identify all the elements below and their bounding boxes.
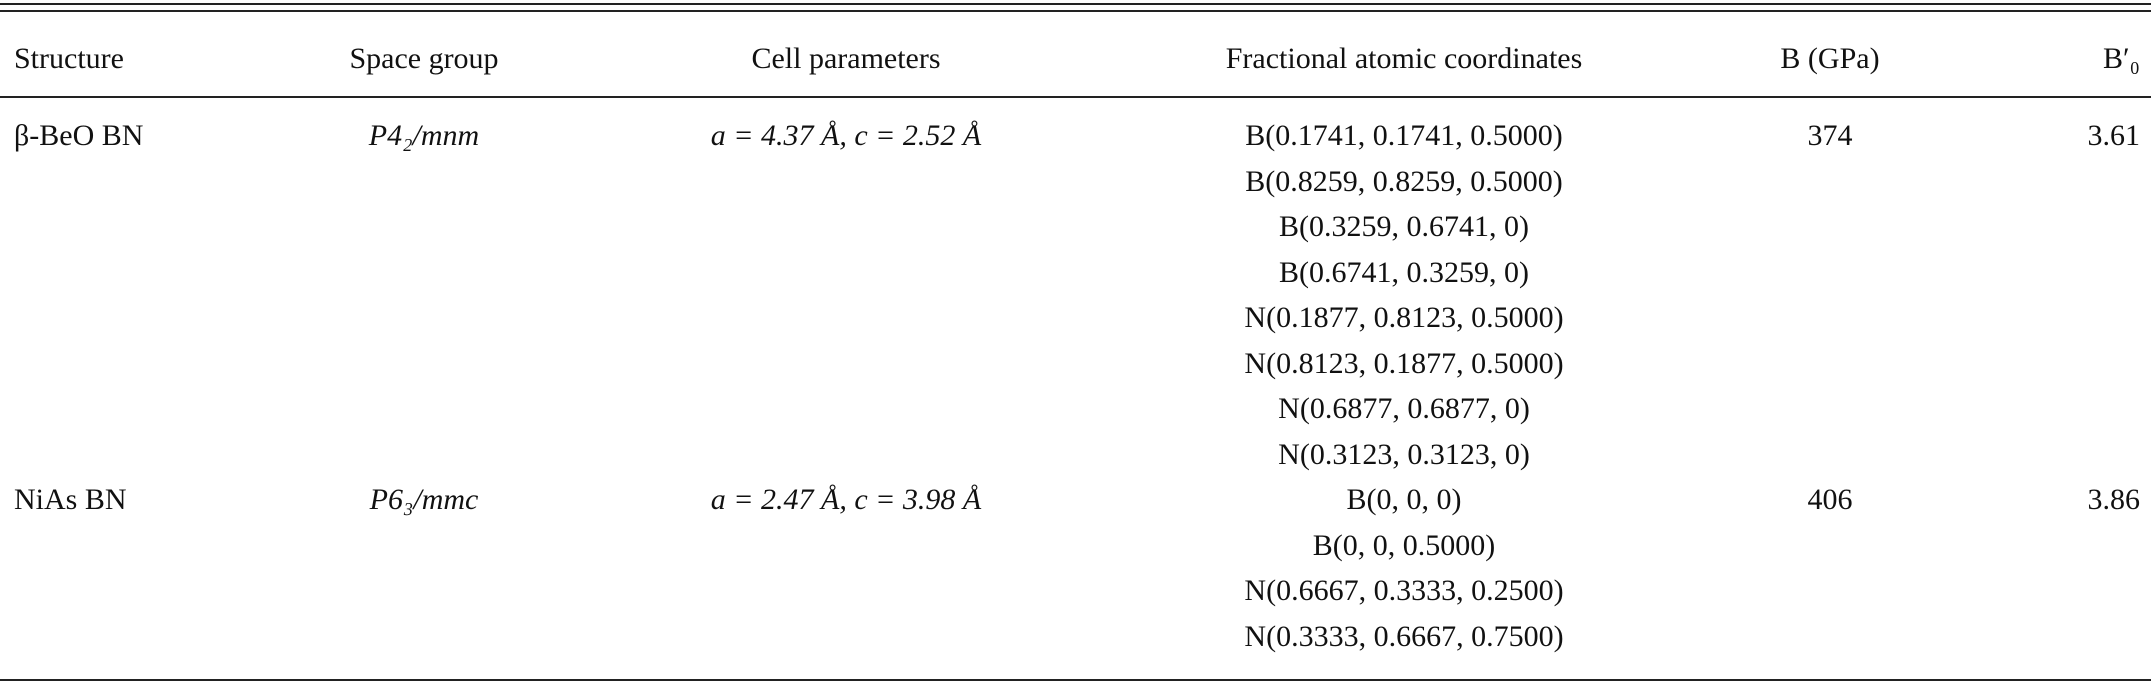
cell-parameters: a = 2.47 Å, c = 3.98 Å: [710, 483, 982, 516]
bulk-modulus: 374: [1807, 119, 1853, 152]
bottom-rule: [0, 679, 2151, 681]
cell-parameters: a = 4.37 Å, c = 2.52 Å: [710, 119, 982, 152]
top-rule: [0, 10, 2151, 12]
column-header: Space group: [349, 42, 499, 75]
atomic-coordinate: B(0.6741, 0.3259, 0): [1279, 255, 1529, 289]
atomic-coordinate: N(0.6877, 0.6877, 0): [1278, 392, 1530, 425]
column-header: B (GPa): [1780, 42, 1880, 75]
structure-name: NiAs BN: [14, 483, 127, 516]
column-header: Fractional atomic coordinates: [1225, 42, 1583, 75]
space-group: P4₂/mnm: [368, 119, 480, 152]
header-rule: [0, 96, 2151, 98]
atomic-coordinate: N(0.6667, 0.3333, 0.2500): [1244, 574, 1564, 607]
column-header: Structure: [14, 42, 124, 75]
atomic-coordinate: B(0.8259, 0.8259, 0.5000): [1245, 164, 1563, 198]
atomic-coordinate: B(0, 0, 0.5000): [1312, 528, 1496, 562]
atomic-coordinate: B(0.3259, 0.6741, 0): [1279, 210, 1529, 243]
structure-name: β-BeO BN: [14, 119, 144, 152]
top-rule: [0, 3, 2151, 5]
atomic-coordinate: B(0.1741, 0.1741, 0.5000): [1245, 119, 1563, 152]
space-group: P6₃/mmc: [369, 483, 479, 516]
pressure-derivative: 3.86: [2087, 483, 2141, 516]
atomic-coordinate: N(0.8123, 0.1877, 0.5000): [1244, 346, 1564, 380]
atomic-coordinate: N(0.3123, 0.3123, 0): [1278, 437, 1530, 471]
atomic-coordinate: B(0, 0, 0): [1346, 483, 1462, 516]
pressure-derivative: 3.61: [2087, 119, 2141, 152]
atomic-coordinate: N(0.1877, 0.8123, 0.5000): [1244, 301, 1564, 334]
atomic-coordinate: N(0.3333, 0.6667, 0.7500): [1244, 619, 1564, 653]
column-header: Cell parameters: [751, 42, 941, 75]
column-header: B′₀: [2102, 42, 2140, 75]
bulk-modulus: 406: [1807, 483, 1853, 516]
